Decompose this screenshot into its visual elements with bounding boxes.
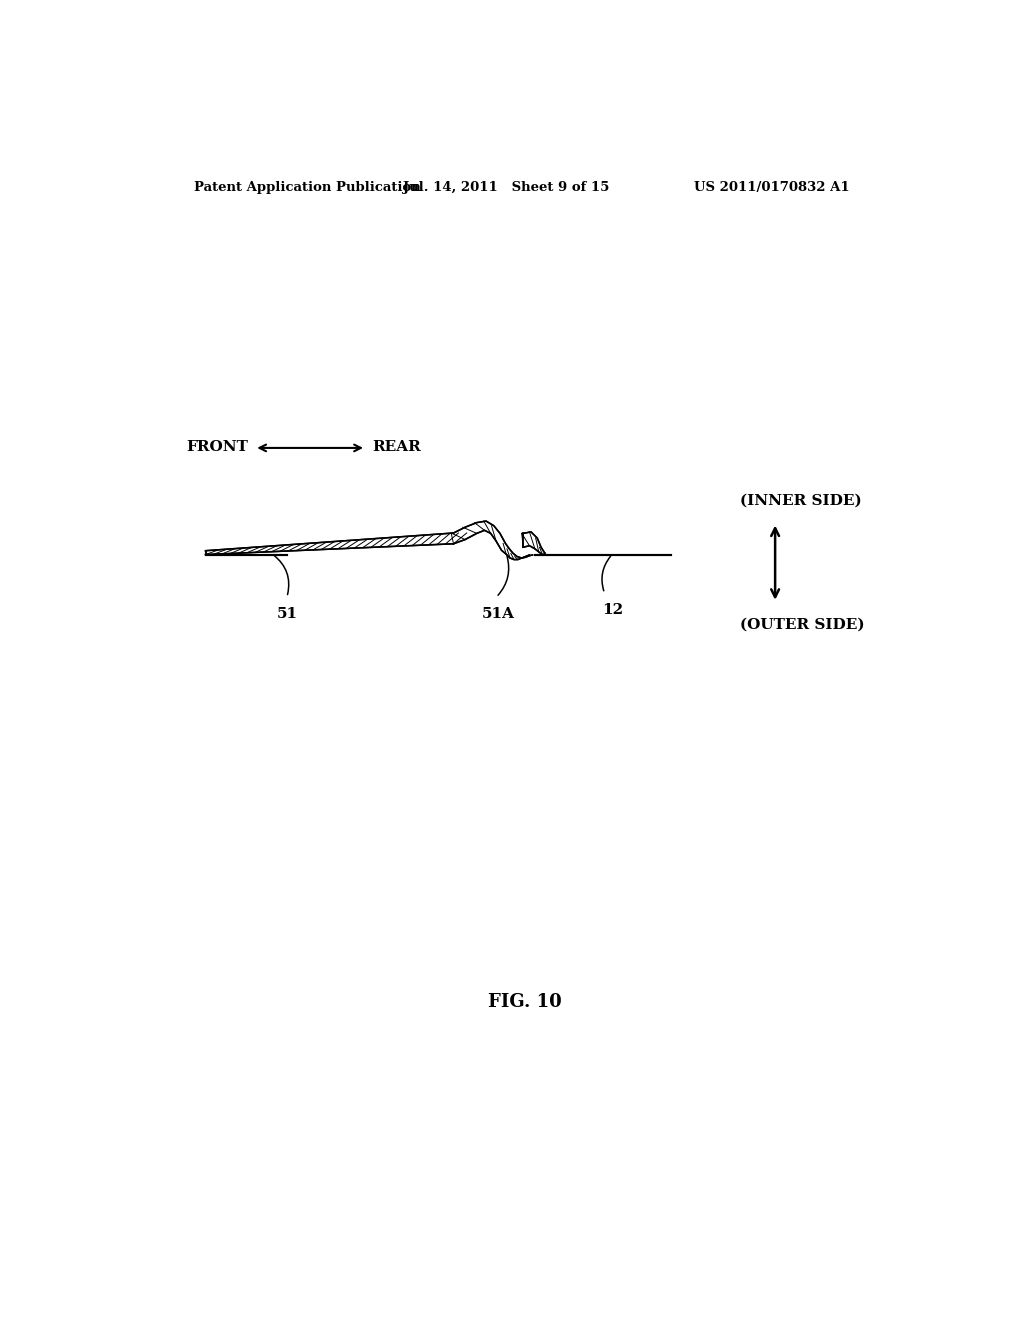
Text: Patent Application Publication: Patent Application Publication bbox=[194, 181, 421, 194]
Polygon shape bbox=[206, 533, 454, 554]
Text: FIG. 10: FIG. 10 bbox=[487, 993, 562, 1011]
Text: FRONT: FRONT bbox=[186, 440, 248, 454]
Polygon shape bbox=[454, 521, 532, 560]
Text: REAR: REAR bbox=[372, 440, 421, 454]
Text: (INNER SIDE): (INNER SIDE) bbox=[740, 494, 862, 507]
Text: Jul. 14, 2011   Sheet 9 of 15: Jul. 14, 2011 Sheet 9 of 15 bbox=[403, 181, 609, 194]
Text: 51: 51 bbox=[276, 607, 297, 622]
Text: 51A: 51A bbox=[482, 607, 515, 622]
Text: (OUTER SIDE): (OUTER SIDE) bbox=[740, 618, 865, 632]
Text: 12: 12 bbox=[602, 603, 623, 618]
Text: US 2011/0170832 A1: US 2011/0170832 A1 bbox=[693, 181, 849, 194]
Polygon shape bbox=[523, 532, 545, 554]
